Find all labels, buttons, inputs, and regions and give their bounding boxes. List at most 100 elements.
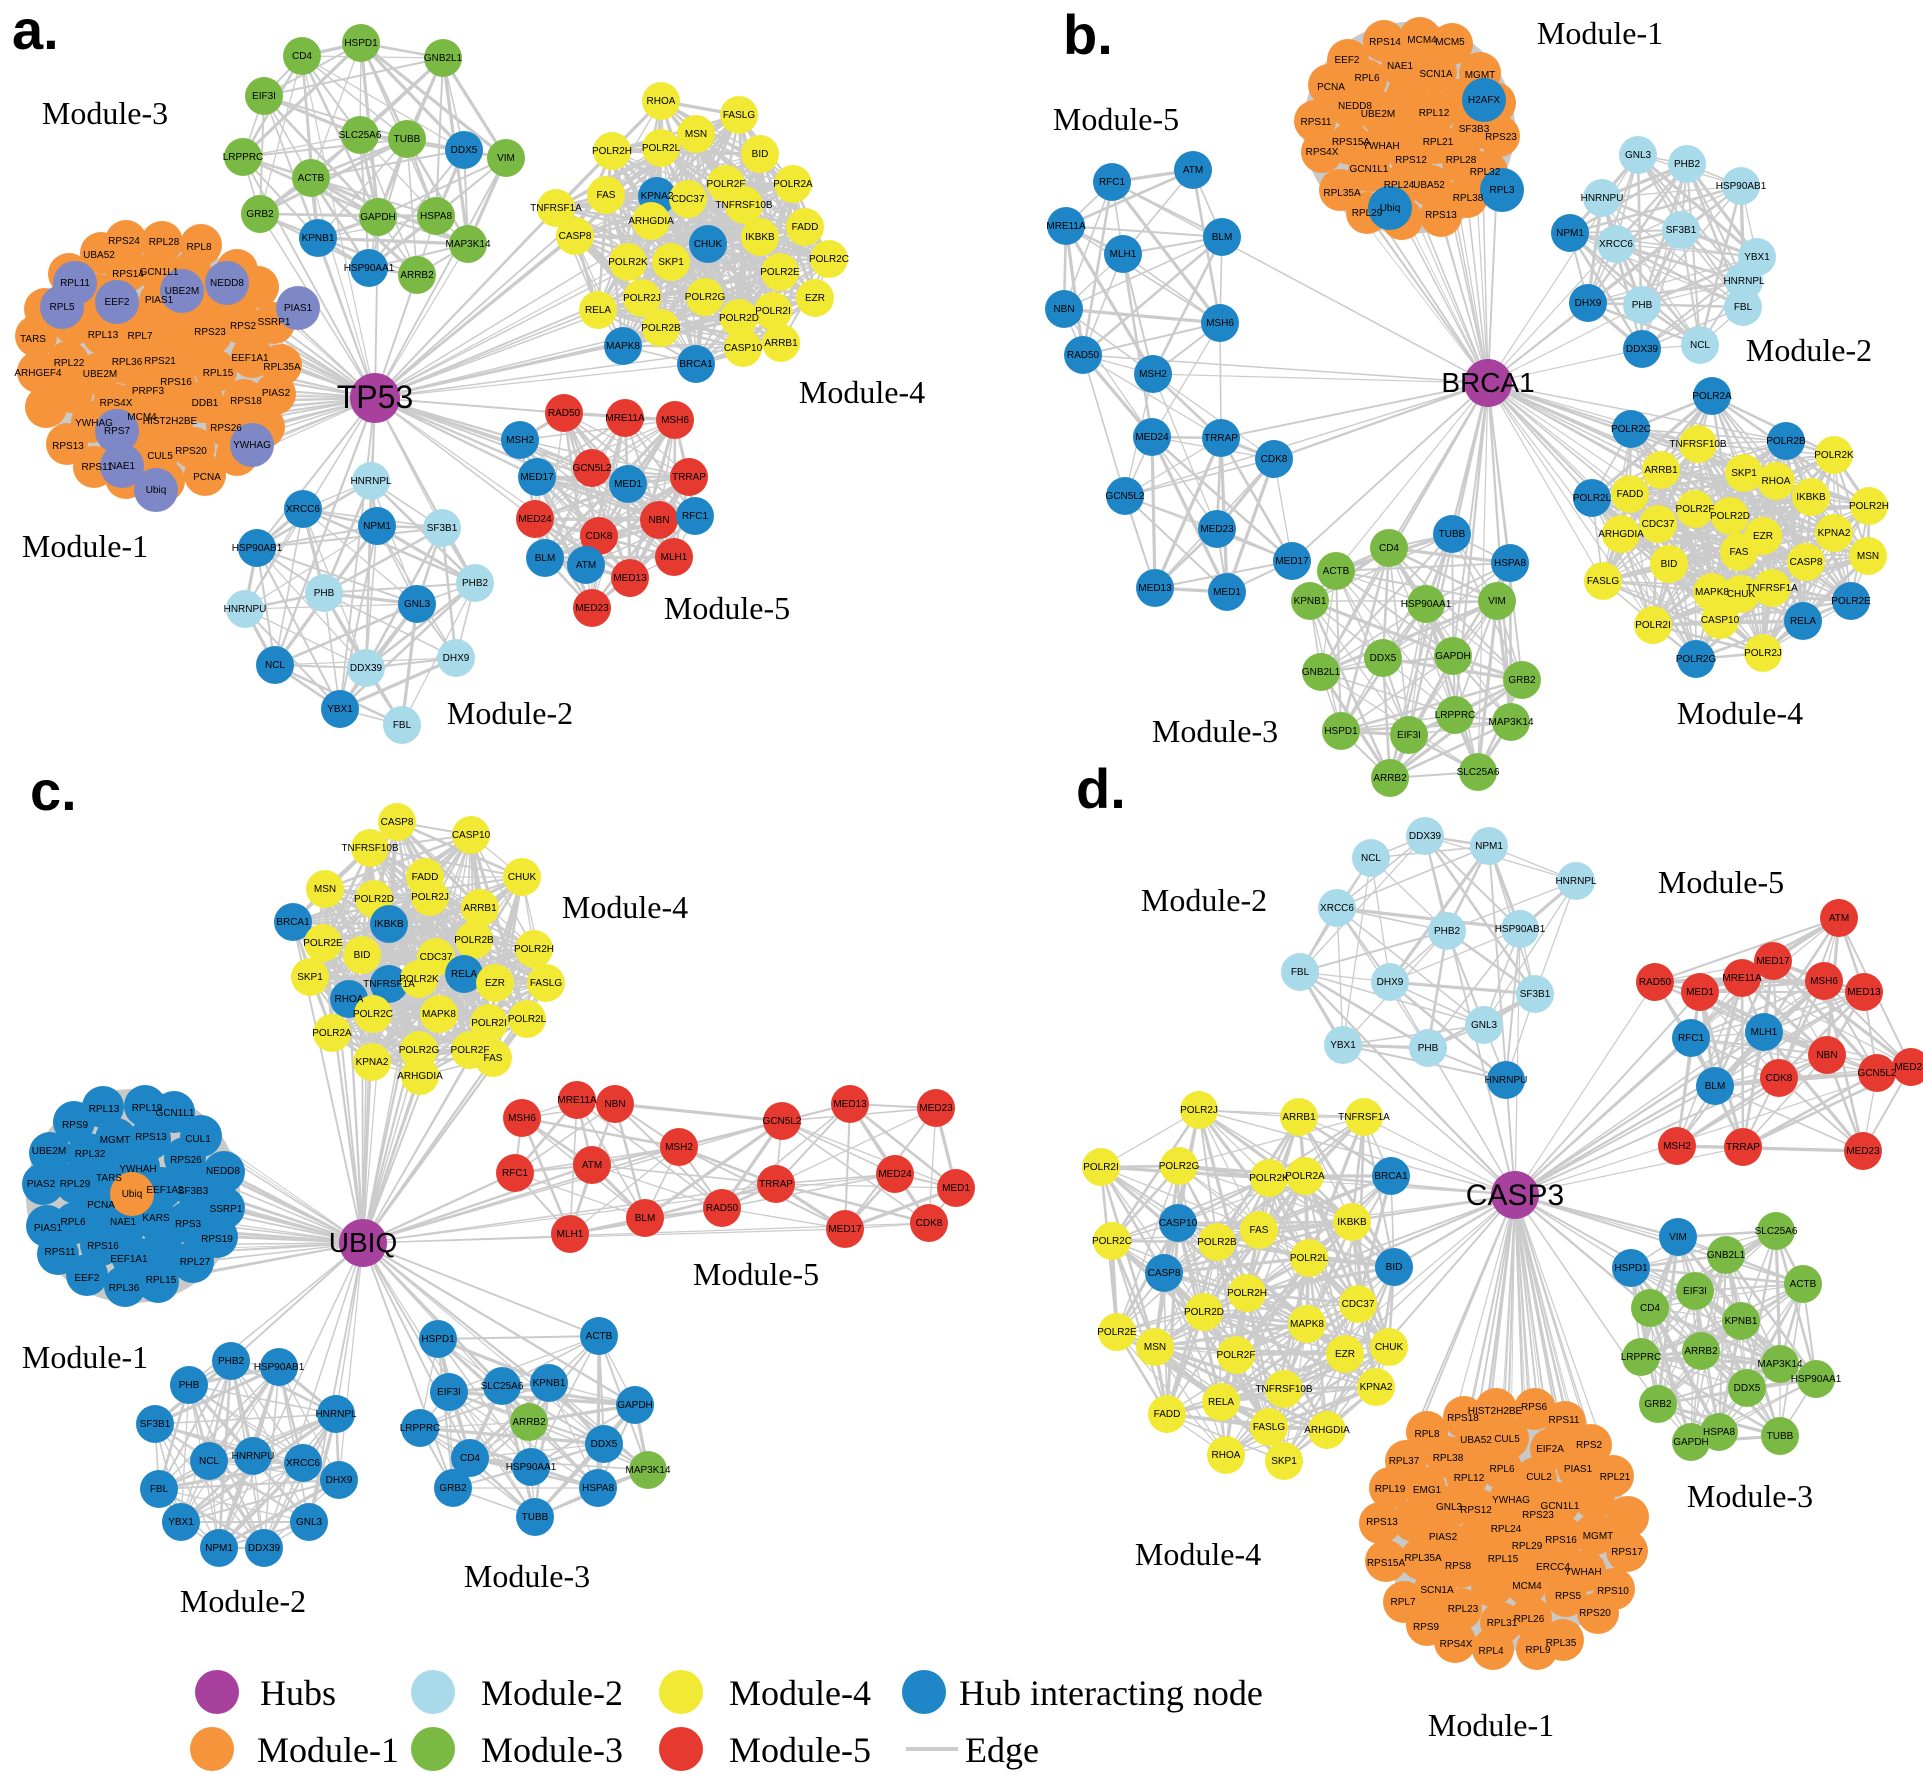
svg-text:TUBB: TUBB [394,134,421,145]
svg-text:MED23: MED23 [1846,1146,1880,1157]
svg-text:TRRAP: TRRAP [1204,433,1238,444]
svg-text:RPS26: RPS26 [170,1155,202,1166]
svg-text:TARS: TARS [20,334,46,345]
svg-text:RELA: RELA [1790,616,1816,627]
svg-text:DDX39: DDX39 [1409,831,1442,842]
svg-text:HNRNPU: HNRNPU [224,604,267,615]
svg-text:Module-2: Module-2 [180,1583,306,1619]
svg-text:CASP8: CASP8 [381,817,414,828]
svg-text:DDX39: DDX39 [1626,344,1659,355]
svg-text:CDC37: CDC37 [1342,1299,1375,1310]
svg-text:POLR2D: POLR2D [354,894,394,905]
svg-text:FBL: FBL [393,720,412,731]
svg-text:MED13: MED13 [1138,583,1172,594]
svg-text:SF3B1: SF3B1 [140,1419,171,1430]
svg-text:RPS12: RPS12 [1460,1505,1492,1516]
svg-text:MSN: MSN [685,129,707,140]
svg-text:ATM: ATM [1829,913,1849,924]
svg-text:DDX5: DDX5 [451,145,478,156]
svg-text:POLR2H: POLR2H [514,944,554,955]
svg-text:MRE11A: MRE11A [557,1095,597,1106]
svg-text:BLM: BLM [1705,1081,1726,1092]
svg-text:POLR2K: POLR2K [1814,450,1854,461]
svg-text:LRPPRC: LRPPRC [400,1423,441,1434]
svg-text:FADD: FADD [1154,1409,1181,1420]
svg-text:HNRNPU: HNRNPU [232,1451,275,1462]
svg-text:ARHGDIA: ARHGDIA [1598,529,1644,540]
svg-text:SF3B1: SF3B1 [1666,225,1697,236]
svg-text:EEF2: EEF2 [104,297,129,308]
svg-text:POLR2E: POLR2E [1097,1327,1137,1338]
svg-text:RPL35A: RPL35A [1323,188,1361,199]
svg-text:XRCC6: XRCC6 [286,1458,320,1469]
svg-text:CUL2: CUL2 [1526,1472,1552,1483]
svg-text:MED23: MED23 [919,1103,953,1114]
svg-text:HSP90AA1: HSP90AA1 [1791,1374,1842,1385]
svg-text:RPL6: RPL6 [1354,73,1379,84]
svg-text:Module-3: Module-3 [42,95,168,131]
svg-text:RPS14: RPS14 [1369,37,1401,48]
svg-text:MCM5: MCM5 [1435,37,1465,48]
svg-text:CHUK: CHUK [694,239,723,250]
svg-text:XRCC6: XRCC6 [286,504,320,515]
svg-text:YBX1: YBX1 [327,704,353,715]
svg-text:HSP90AB1: HSP90AB1 [1495,924,1546,935]
svg-text:EIF3I: EIF3I [1683,1286,1707,1297]
svg-text:RPL38: RPL38 [1433,1453,1464,1464]
svg-text:CASP8: CASP8 [1148,1268,1181,1279]
svg-text:CD4: CD4 [460,1453,480,1464]
svg-text:EMG1: EMG1 [1413,1485,1442,1496]
svg-text:RPL37: RPL37 [1389,1456,1420,1467]
svg-text:MLH1: MLH1 [1110,249,1137,260]
svg-text:KPNA2: KPNA2 [1360,1382,1393,1393]
svg-text:NBN: NBN [604,1099,625,1110]
svg-text:ERCC4: ERCC4 [1536,1562,1570,1573]
svg-text:RPS10: RPS10 [1597,1586,1629,1597]
svg-text:POLR2K: POLR2K [399,974,439,985]
svg-text:RPS13: RPS13 [1425,210,1457,221]
svg-text:TNFRSF1A: TNFRSF1A [1338,1112,1390,1123]
svg-text:RPS2: RPS2 [230,321,257,332]
svg-text:MED1: MED1 [1213,587,1241,598]
svg-text:POLR2K: POLR2K [1249,1173,1289,1184]
svg-text:DDX5: DDX5 [1734,1383,1761,1394]
svg-text:RPS19: RPS19 [201,1234,233,1245]
svg-text:PHB2: PHB2 [218,1356,245,1367]
svg-text:POLR2F: POLR2F [1676,504,1715,515]
svg-text:ARRB1: ARRB1 [1644,465,1678,476]
svg-text:MSH2: MSH2 [506,435,534,446]
svg-text:TNFRSF1A: TNFRSF1A [363,979,415,990]
svg-text:TRRAP: TRRAP [1726,1142,1760,1153]
svg-text:PIAS2: PIAS2 [27,1179,56,1190]
svg-text:BID: BID [1386,1262,1403,1273]
svg-text:KPNB1: KPNB1 [533,1378,566,1389]
svg-text:CASP10: CASP10 [1701,615,1740,626]
svg-text:FAS: FAS [597,190,616,201]
svg-text:POLR2H: POLR2H [592,146,632,157]
svg-text:VIM: VIM [1488,596,1506,607]
svg-text:NCL: NCL [199,1456,219,1467]
svg-text:SF3B3: SF3B3 [1459,124,1490,135]
svg-text:ARRB2: ARRB2 [1373,773,1407,784]
svg-text:POLR2B: POLR2B [454,935,494,946]
svg-text:POLR2J: POLR2J [1180,1105,1218,1116]
svg-text:KPNB1: KPNB1 [1294,596,1327,607]
svg-text:SKP1: SKP1 [658,257,684,268]
svg-text:POLR2L: POLR2L [1290,1253,1329,1264]
svg-text:ATM: ATM [1183,165,1203,176]
svg-text:POLR2E: POLR2E [760,267,800,278]
svg-text:YWHAG: YWHAG [1492,1495,1530,1506]
svg-text:Module-1: Module-1 [22,528,148,564]
svg-text:RPS4X: RPS4X [100,398,133,409]
svg-text:DHX9: DHX9 [1377,977,1404,988]
svg-text:RPS2: RPS2 [1576,1440,1603,1451]
svg-text:HIST2H2BE: HIST2H2BE [143,416,198,427]
svg-text:Module-2: Module-2 [1141,882,1267,918]
svg-text:POLR2C: POLR2C [353,1009,393,1020]
svg-text:UBA52: UBA52 [83,250,115,261]
svg-text:POLR2B: POLR2B [1197,1237,1237,1248]
svg-text:RPL24: RPL24 [1491,1524,1522,1535]
svg-text:PIAS1: PIAS1 [145,295,174,306]
svg-text:CHUK: CHUK [508,872,537,883]
svg-text:RPS13: RPS13 [135,1132,167,1143]
